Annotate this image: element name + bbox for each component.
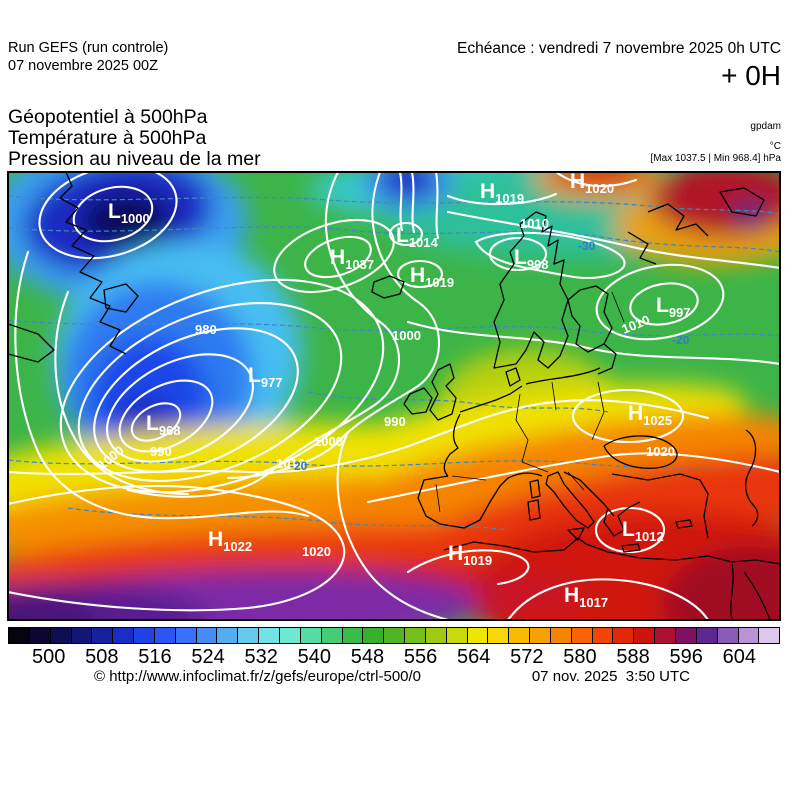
colorbar-cell [530, 628, 551, 643]
pressure-center-label: L998 [514, 246, 549, 272]
colorbar-tick: 508 [85, 646, 119, 668]
colorbar-cell [738, 628, 760, 643]
colorbar-cell [134, 628, 155, 643]
pressure-center-label: H1022 [208, 528, 252, 554]
colorbar-cell [405, 628, 426, 643]
isobar-value-label: 1020 [646, 444, 675, 459]
run-model-label: Run GEFS (run controle) [8, 40, 169, 56]
colorbar-cell [655, 628, 676, 643]
unit-geopotential: gpdam [750, 121, 781, 132]
colorbar-cell [759, 628, 780, 643]
map-title-geopotential: Géopotentiel à 500hPa [8, 106, 208, 128]
map-border [8, 172, 780, 620]
forecast-validity-label: Echéance : vendredi 7 novembre 2025 0h U… [457, 40, 781, 57]
colorbar-cell [571, 628, 593, 643]
colorbar-cell [259, 628, 280, 643]
colorbar-tick: 564 [457, 646, 491, 668]
colorbar-cell [71, 628, 93, 643]
colorbar-tick: 596 [669, 646, 703, 668]
weather-map: L1000 H1037 L1014 H1019 H1019 H1020 L998 L997 L9… [7, 171, 781, 621]
colorbar-cell [9, 628, 30, 643]
colorbar-cell [113, 628, 135, 643]
colorbar-cell [613, 628, 635, 643]
copyright-url: © http://www.infoclimat.fr/z/gefs/europe… [94, 668, 422, 685]
colorbar-cell [300, 628, 322, 643]
colorbar-tick-labels: 500 508 516 524 532 540 548 556 564 572 580 588 596 6… [8, 646, 780, 669]
colorbar-cell [342, 628, 364, 643]
colorbar-cell [29, 628, 51, 643]
colorbar-cell [696, 628, 718, 643]
colorbar-tick: 588 [616, 646, 650, 668]
colorbar-tick: 548 [350, 646, 385, 668]
pressure-center-label: H1019 [448, 542, 492, 568]
map-labels: L1000 H1037 L1014 H1019 H1019 H1020 L998 L997 L9… [95, 172, 691, 610]
temperature-value-label: -30 [578, 239, 596, 253]
unit-temperature: °C [769, 141, 781, 152]
colorbar-cell [509, 628, 531, 643]
map-title-pressure: Pression au niveau de la mer [8, 148, 261, 170]
colorbar-cell [467, 628, 489, 643]
temperature-value-label: -20 [672, 333, 690, 347]
pressure-center-label: H1025 [628, 402, 672, 428]
colorbar-cell [717, 628, 739, 643]
forecast-step-label: + 0H [721, 60, 781, 91]
pressure-center-label: H1017 [564, 584, 608, 610]
colorbar-tick: 516 [138, 646, 172, 668]
run-date-label: 07 novembre 2025 00Z [8, 58, 158, 74]
pressure-center-label: L1012 [622, 518, 664, 544]
isobar-value-label: 1020 [302, 544, 331, 559]
colorbar-cell [634, 628, 656, 643]
temperature-value-label: -20 [290, 459, 308, 473]
pressure-center-label: H1020 [570, 172, 614, 196]
colorbar-cell [154, 628, 176, 643]
colorbar-tick: 572 [510, 646, 544, 668]
colorbar-tick: 556 [403, 646, 438, 668]
pressure-center-label: H1037 [330, 246, 374, 272]
colorbar-cell [321, 628, 343, 643]
map-title-temperature: Température à 500hPa [8, 127, 207, 149]
colorbar-cell [50, 628, 72, 643]
colorbar-tick: 540 [297, 646, 331, 668]
coastlines [8, 172, 780, 620]
colorbar-cell [175, 628, 197, 643]
colorbar-tick: 532 [244, 646, 278, 668]
pressure-center-label: H1019 [480, 180, 524, 206]
colorbar-cell [488, 628, 510, 643]
colorbar-cell [550, 628, 572, 643]
colorbar [8, 627, 780, 644]
pressure-min-max-label: [Max 1037.5 | Min 968.4] hPa [650, 153, 781, 164]
isobar-value-label: 1010 [276, 456, 305, 471]
colorbar-cell [676, 628, 697, 643]
colorbar-cell [446, 628, 468, 643]
colorbar-tick: 500 [32, 646, 66, 668]
colorbar-cell [384, 628, 406, 643]
colorbar-cell [592, 628, 614, 643]
generation-timestamp: 07 nov. 2025 3:50 UTC [531, 668, 690, 685]
colorbar-cell [425, 628, 447, 643]
isobar-value-label: 1000 [314, 434, 343, 449]
colorbar-cell [196, 628, 218, 643]
isobar-value-label: 990 [150, 444, 172, 459]
colorbar-cell [363, 628, 385, 643]
pressure-center-label: L1000 [108, 200, 150, 226]
colorbar-cell [279, 628, 301, 643]
colorbar-tick: 580 [563, 646, 597, 668]
colorbar-cell [238, 628, 260, 643]
pressure-center-label: L997 [656, 294, 691, 320]
isobar-value-label: 980 [195, 322, 217, 337]
isobar-value-label: 1010 [520, 216, 549, 231]
pressure-center-label: L968 [146, 412, 181, 438]
colorbar-cell [217, 628, 239, 643]
temperature-contours [8, 195, 780, 531]
colorbar-tick: 524 [191, 646, 225, 668]
pressure-center-label: L1014 [396, 224, 439, 250]
isobar-value-label: 1000 [392, 328, 421, 343]
colorbar-tick: 604 [722, 646, 756, 668]
pressure-center-label: H1019 [410, 264, 454, 290]
pressure-center-label: L977 [248, 364, 283, 390]
isobars [8, 172, 780, 620]
isobar-value-label: 990 [384, 414, 406, 429]
colorbar-cell [92, 628, 114, 643]
